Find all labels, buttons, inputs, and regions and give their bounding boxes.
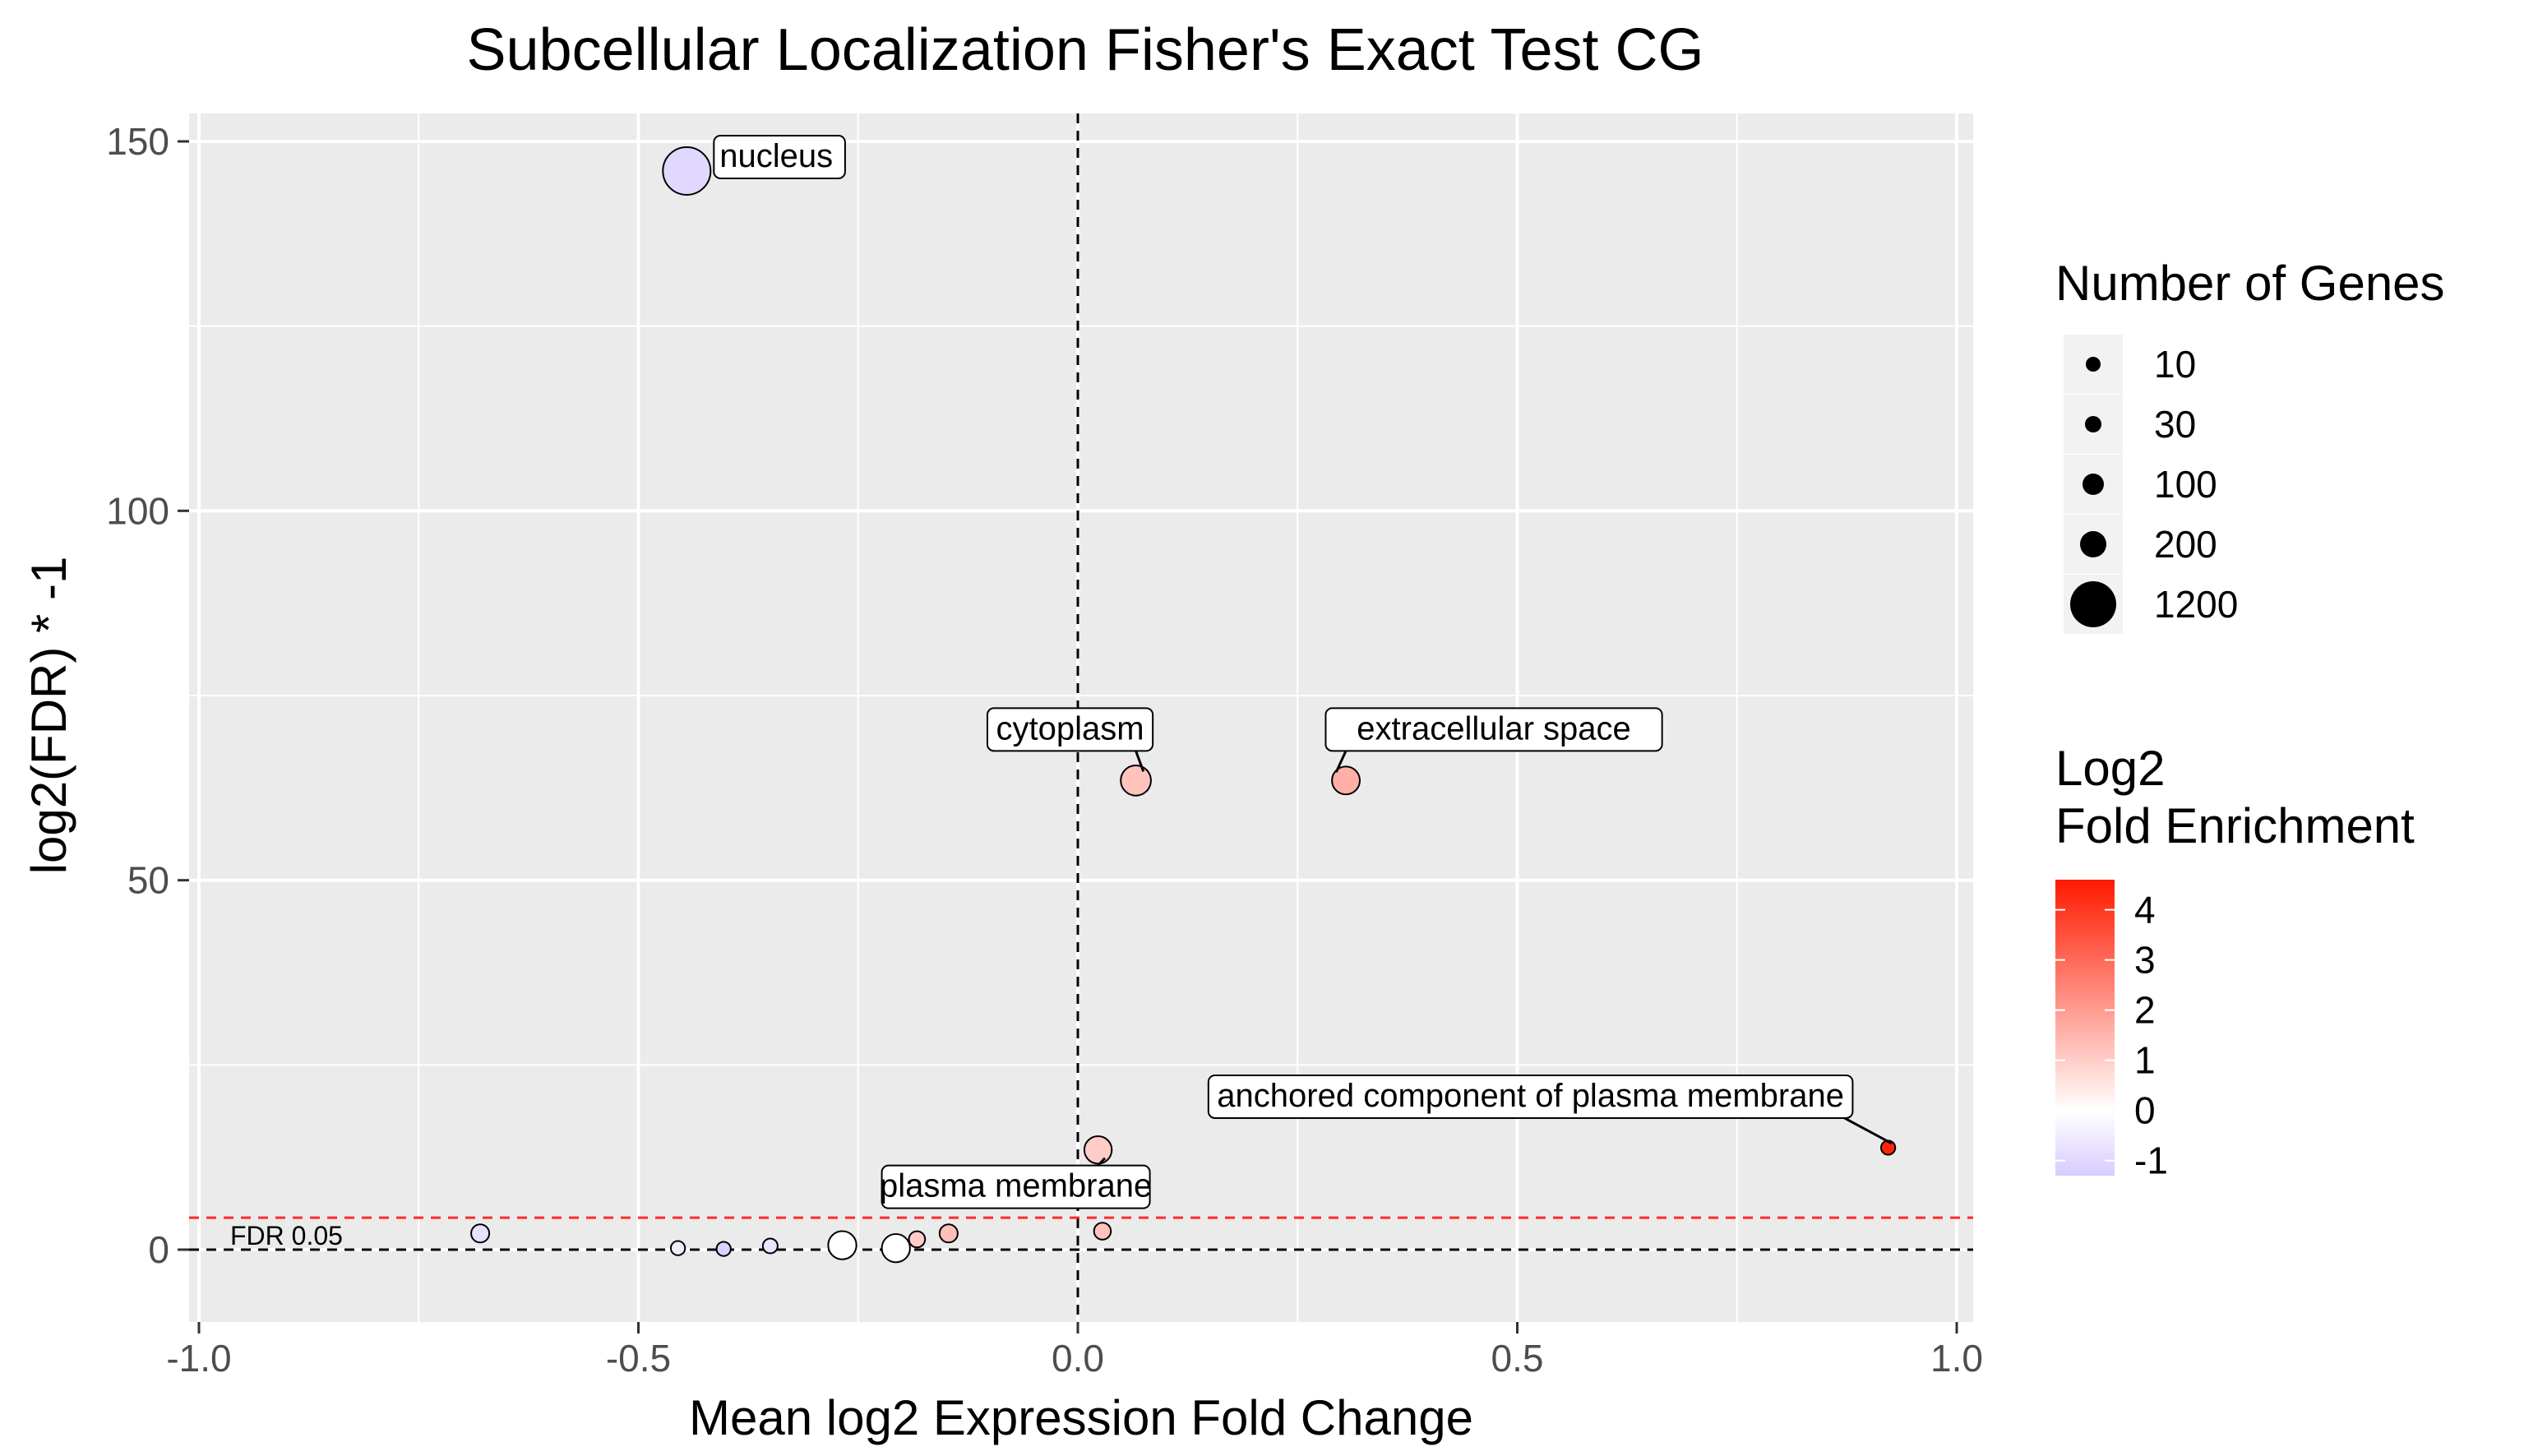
point-label-box [713, 134, 846, 179]
y-tick-label: 50 [127, 859, 169, 902]
size-legend-dot [2085, 416, 2101, 432]
size-legend-dot [2080, 531, 2106, 557]
point-label-box [1207, 1074, 1854, 1119]
size-legend-dot [2070, 581, 2116, 627]
data-point [761, 1237, 779, 1255]
x-axis-label: Mean log2 Expression Fold Change [689, 1390, 1473, 1445]
y-tick-label: 100 [106, 489, 169, 532]
x-tick-label: 0.0 [1052, 1337, 1104, 1380]
color-legend: Log2 Fold Enrichment 4 3 2 1 0 -1 [2055, 741, 2415, 1182]
data-point [1093, 1222, 1112, 1241]
size-legend-label: 100 [2154, 463, 2217, 506]
data-point [881, 1233, 911, 1264]
data-point [662, 146, 712, 196]
label-leader-line [1334, 750, 1348, 773]
size-legend-label: 10 [2154, 343, 2196, 386]
label-leader-line [1097, 1157, 1107, 1167]
size-legend-dot [2083, 474, 2104, 495]
x-tick-label: 1.0 [1930, 1337, 1983, 1380]
x-tick-label: -1.0 [166, 1337, 231, 1380]
y-tick-label: 0 [148, 1228, 169, 1271]
point-labels: nucleus cytoplasm extracellular space ancho… [713, 134, 1893, 1209]
x-tick-label: -0.5 [606, 1337, 671, 1380]
label-leader-line [1843, 1116, 1893, 1145]
point-label: nucleus [719, 138, 833, 174]
size-legend-title: Number of Genes [2055, 256, 2445, 311]
reference-lines: FDR 0.05 [189, 113, 1973, 1322]
size-legend: Number of Genes 10 30 100 200 1200 [2055, 256, 2445, 634]
size-legend-label: 1200 [2154, 583, 2238, 626]
size-legend-dot [2086, 357, 2101, 372]
point-label-box [881, 1164, 1151, 1209]
point-label: anchored component of plasma membrane [1217, 1078, 1844, 1114]
fdr-line-label: FDR 0.05 [230, 1221, 343, 1250]
colorbar-tick-label: -1 [2134, 1139, 2168, 1182]
data-point [1083, 1135, 1113, 1165]
data-point [669, 1240, 686, 1256]
point-label-box [986, 707, 1154, 752]
data-point [470, 1223, 491, 1244]
colorbar [2055, 880, 2115, 1176]
colorbar-tick-label: 3 [2134, 939, 2156, 982]
size-legend-label: 200 [2154, 523, 2217, 566]
y-tick-label: 150 [106, 120, 169, 163]
axes: -1.0 -0.5 0.0 0.5 1.0 0 50 100 150 [106, 120, 1983, 1380]
point-label: plasma membrane [880, 1168, 1152, 1204]
size-legend-label: 30 [2154, 403, 2196, 446]
color-legend-title-line2: Fold Enrichment [2055, 798, 2415, 853]
data-point [1120, 764, 1152, 797]
data-point [1331, 765, 1361, 796]
data-point [827, 1230, 858, 1260]
point-label: cytoplasm [996, 710, 1144, 746]
colorbar-tick-label: 1 [2134, 1039, 2156, 1082]
point-label-box [1324, 707, 1663, 752]
data-point [908, 1230, 927, 1249]
data-points [470, 146, 1897, 1264]
color-legend-title-line1: Log2 [2055, 741, 2165, 796]
data-point [938, 1223, 959, 1244]
y-axis-label: log2(FDR) * -1 [21, 557, 76, 875]
label-leader-line [1135, 750, 1145, 772]
colorbar-tick-label: 4 [2134, 889, 2156, 931]
colorbar-tick-label: 2 [2134, 989, 2156, 1032]
colorbar-tick-label: 0 [2134, 1089, 2156, 1132]
chart-title: Subcellular Localization Fisher's Exact … [466, 17, 1703, 83]
point-label: extracellular space [1357, 710, 1631, 746]
x-tick-label: 0.5 [1491, 1337, 1544, 1380]
data-point [715, 1241, 732, 1257]
